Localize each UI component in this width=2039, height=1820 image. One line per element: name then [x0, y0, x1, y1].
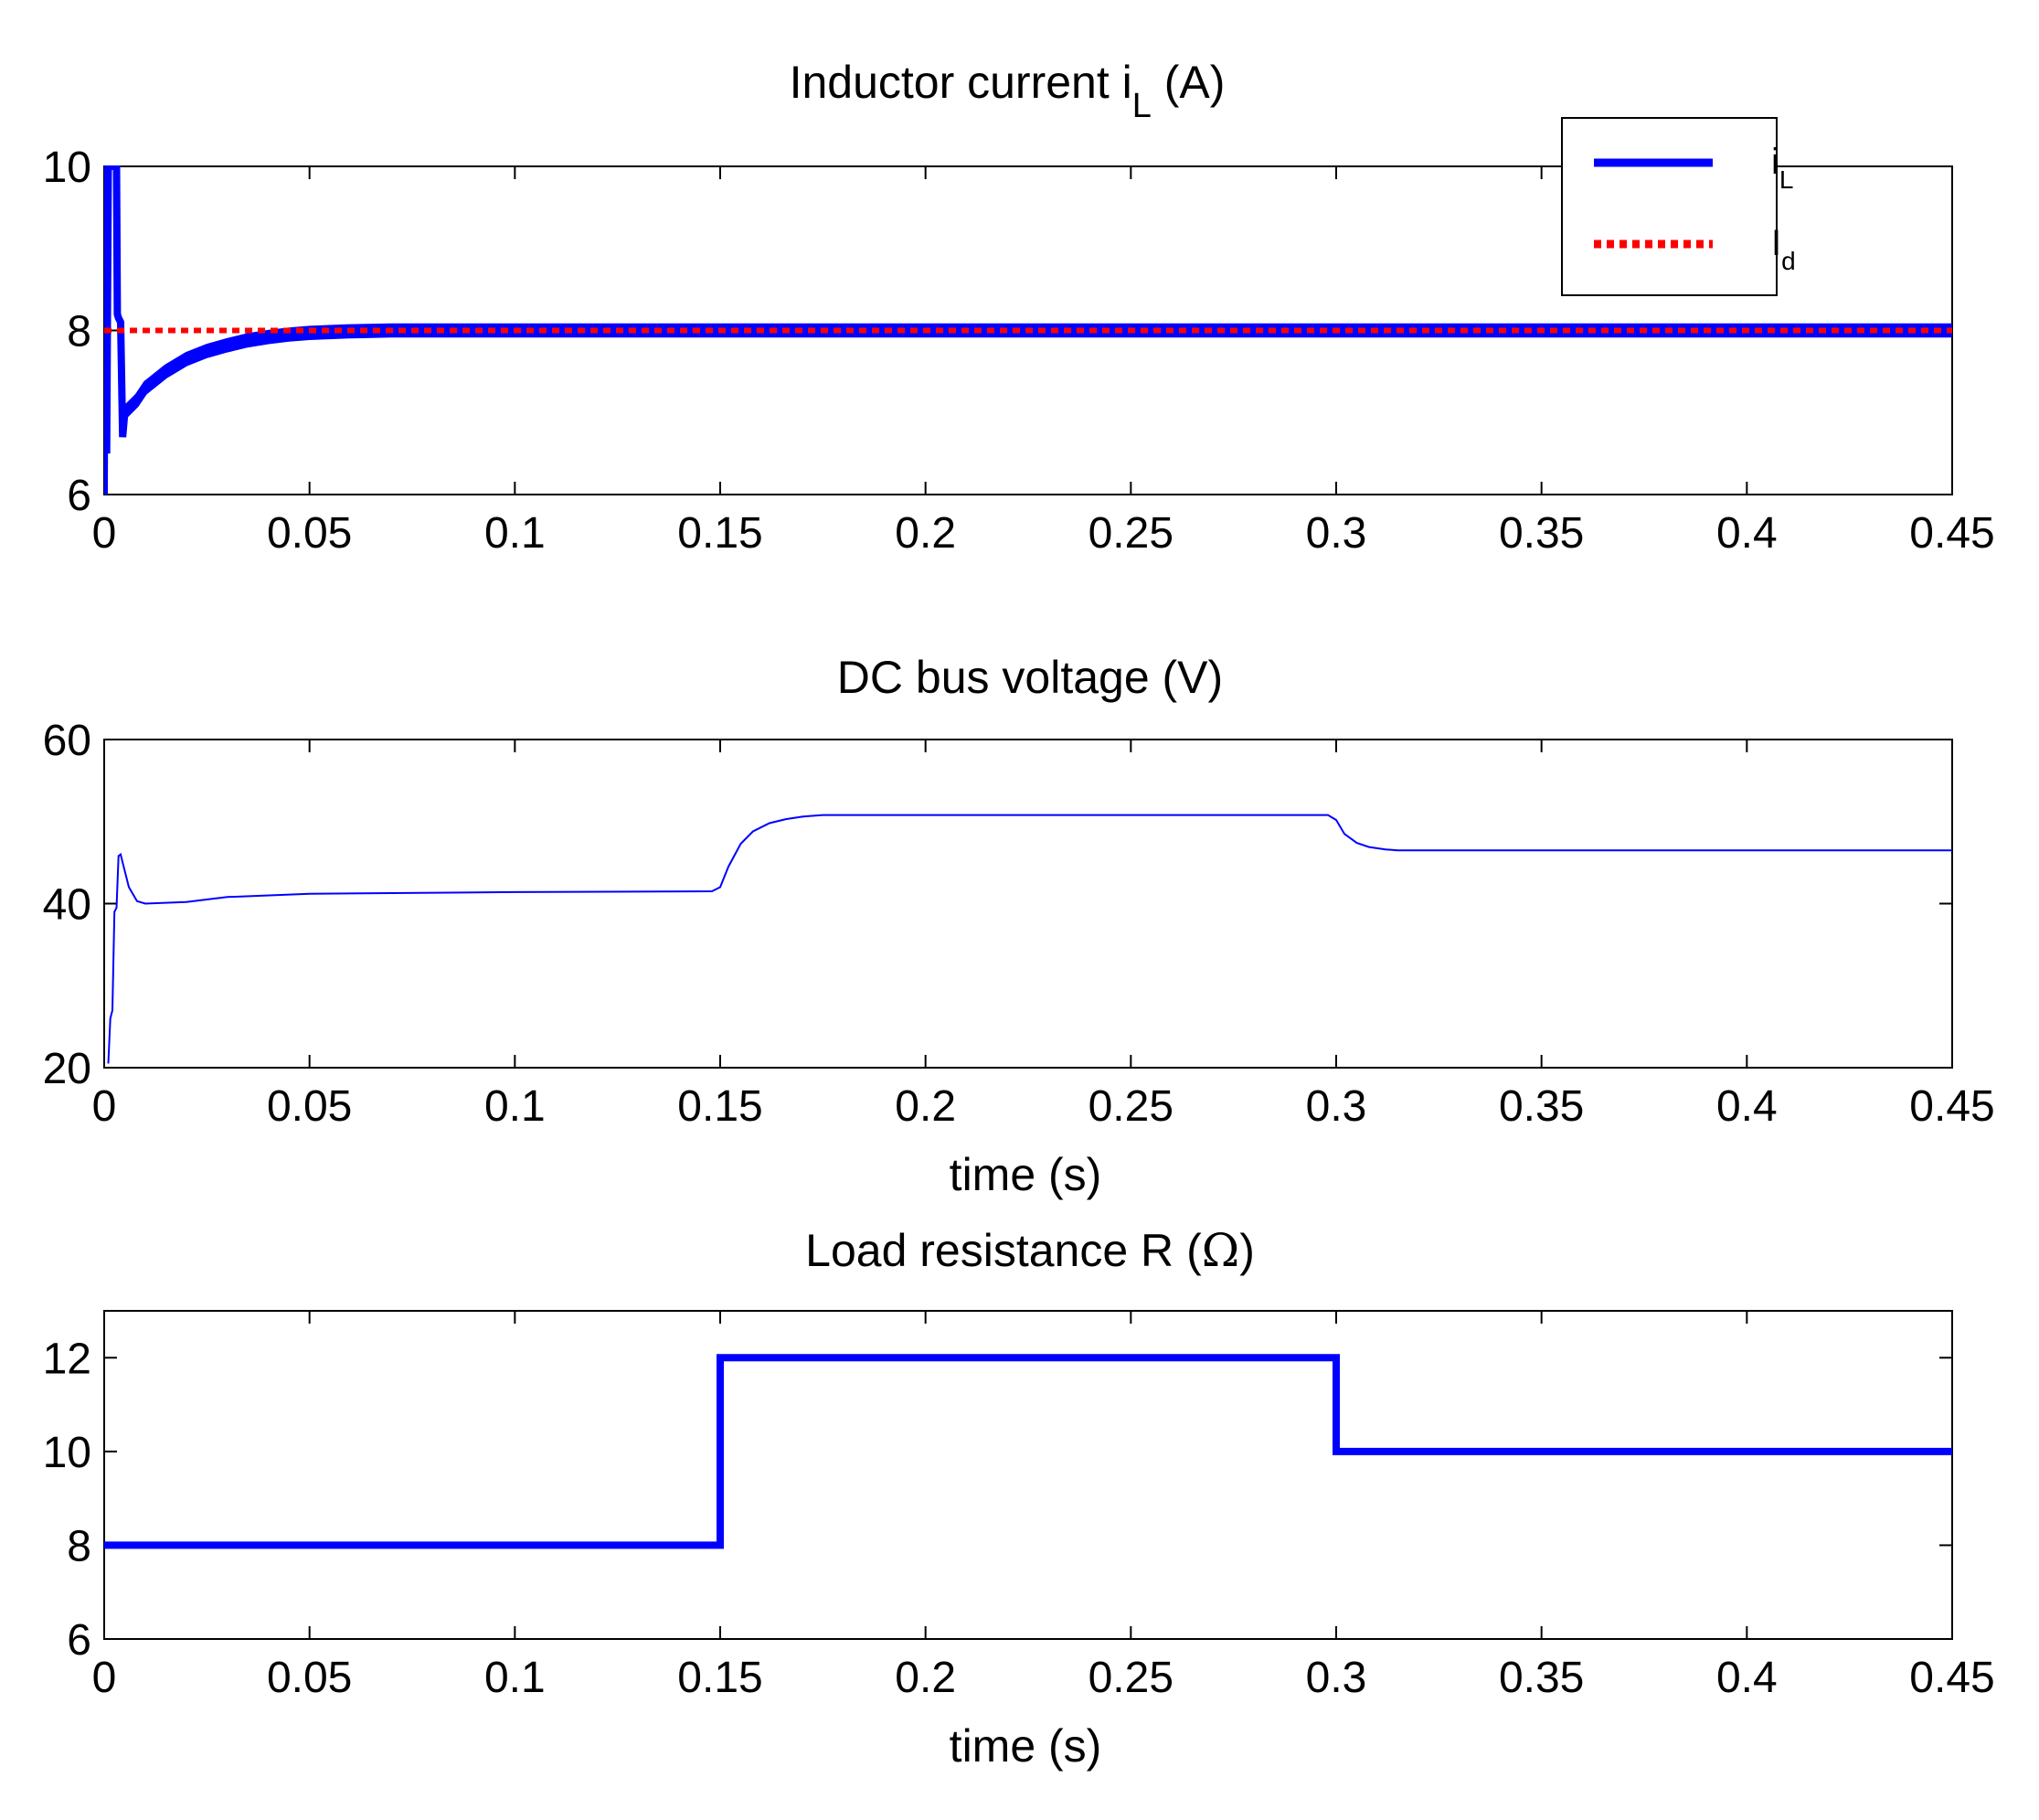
- x-tick-label: 0.05: [267, 509, 352, 558]
- x-tick-label: 0.2: [895, 1082, 956, 1131]
- legend-label-il: iL: [1771, 142, 1793, 194]
- x-tick-label: 0: [92, 509, 117, 558]
- chart-1-legend: iL Id: [1561, 117, 1796, 296]
- legend-label-id: Id: [1771, 223, 1796, 275]
- chart-2-y-tick-labels: 20 40 60: [43, 717, 91, 1093]
- x-tick-label: 0.1: [484, 1654, 546, 1702]
- legend-box: [1561, 117, 1778, 296]
- x-tick-label: 0: [92, 1082, 117, 1131]
- y-tick-label: 8: [67, 308, 91, 357]
- chart-2-title: DC bus voltage (V): [837, 652, 1223, 703]
- x-tick-label: 0.1: [484, 1082, 546, 1131]
- chart-3-y-tick-labels: 6 8 10 12: [43, 1335, 91, 1665]
- x-tick-label: 0.4: [1716, 1082, 1778, 1131]
- x-tick-label: 0.15: [677, 509, 762, 558]
- y-tick-label: 6: [67, 1616, 91, 1665]
- x-tick-label: 0.05: [267, 1082, 352, 1131]
- panel-inductor-current: Inductor current iL (A) 0 0.05 0.1 0.15 …: [43, 57, 1995, 558]
- y-tick-label: 20: [43, 1045, 91, 1093]
- x-tick-label: 0.1: [484, 509, 546, 558]
- chart-3-plot-area: [103, 1310, 1953, 1640]
- x-tick-label: 0.4: [1716, 509, 1778, 558]
- y-tick-label: 8: [67, 1522, 91, 1570]
- chart-1-series: [104, 165, 1952, 495]
- x-tick-label: 0.35: [1499, 509, 1584, 558]
- x-tick-label: 0.15: [677, 1654, 762, 1702]
- chart-3-ticks: [103, 1311, 1953, 1640]
- x-tick-label: 0.05: [267, 1654, 352, 1702]
- chart-3-x-tick-labels: 0 0.05 0.1 0.15 0.2 0.25 0.3 0.35 0.4 0.…: [92, 1654, 1995, 1702]
- y-tick-label: 12: [43, 1335, 91, 1383]
- y-tick-label: 40: [43, 881, 91, 930]
- omega-symbol: Ω: [1202, 1224, 1239, 1277]
- x-tick-label: 0.45: [1909, 509, 1994, 558]
- y-tick-label: 6: [67, 472, 91, 520]
- chart-3-series: [104, 1354, 1952, 1549]
- chart-2-x-axis-label: time (s): [950, 1149, 1102, 1200]
- x-tick-label: 0.2: [895, 509, 956, 558]
- y-tick-label: 60: [43, 717, 91, 765]
- chart-3-title: Load resistance R (Ω): [805, 1224, 1255, 1277]
- series-load-resistance: [104, 1354, 1952, 1549]
- x-tick-label: 0.45: [1909, 1654, 1994, 1702]
- chart-2-series: [107, 814, 1952, 1064]
- x-tick-label: 0.35: [1499, 1654, 1584, 1702]
- x-tick-label: 0.25: [1089, 509, 1173, 558]
- chart-2-x-tick-labels: 0 0.05 0.1 0.15 0.2 0.25 0.3 0.35 0.4 0.…: [92, 1082, 1995, 1131]
- x-tick-label: 0.45: [1909, 1082, 1994, 1131]
- panel-load-resistance: Load resistance R (Ω) 0 0.05 0.1 0.15 0.…: [43, 1224, 1995, 1772]
- x-tick-label: 0.25: [1089, 1082, 1173, 1131]
- x-tick-label: 0.25: [1089, 1654, 1173, 1702]
- chart-1-x-tick-labels: 0 0.05 0.1 0.15 0.2 0.25 0.3 0.35 0.4 0.…: [92, 509, 1995, 558]
- x-tick-label: 0: [92, 1654, 117, 1702]
- x-tick-label: 0.2: [895, 1654, 956, 1702]
- x-tick-label: 0.3: [1306, 1654, 1367, 1702]
- chart-2-plot-area: [103, 739, 1953, 1069]
- chart-2-ticks: [103, 739, 1953, 1069]
- chart-1-title: Inductor current iL (A): [790, 57, 1226, 125]
- series-dc-bus-voltage: [107, 814, 1952, 1064]
- chart-3-x-axis-label: time (s): [950, 1720, 1102, 1772]
- x-tick-label: 0.15: [677, 1082, 762, 1131]
- x-tick-label: 0.35: [1499, 1082, 1584, 1131]
- x-tick-label: 0.3: [1306, 1082, 1367, 1131]
- y-tick-label: 10: [43, 1429, 91, 1477]
- y-tick-label: 10: [43, 144, 91, 192]
- panel-dc-bus-voltage: DC bus voltage (V) 0 0.05 0.1 0.15 0.2 0…: [43, 652, 1995, 1200]
- chart-1-y-tick-labels: 6 8 10: [43, 144, 91, 520]
- x-tick-label: 0.3: [1306, 509, 1367, 558]
- x-tick-label: 0.4: [1716, 1654, 1778, 1702]
